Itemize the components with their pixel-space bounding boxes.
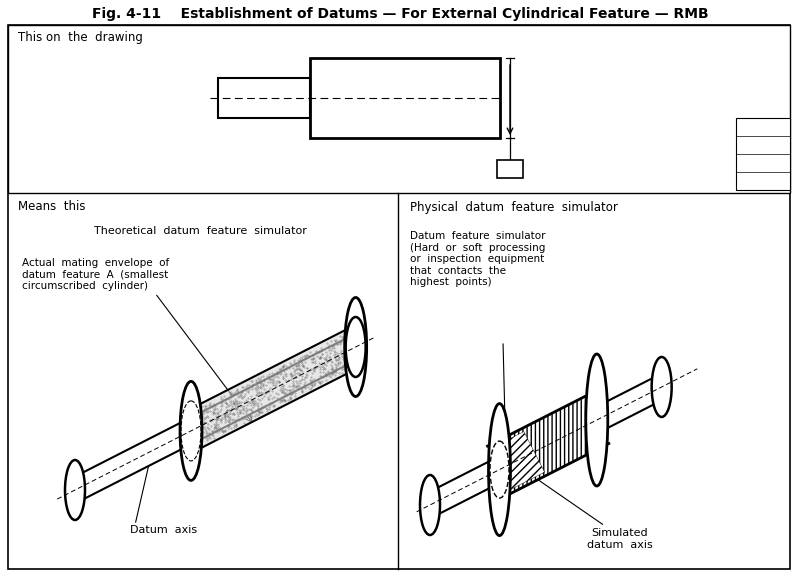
Text: 4.10.3: 4.10.3 bbox=[739, 140, 772, 150]
Ellipse shape bbox=[345, 297, 366, 396]
Bar bbox=[736, 118, 790, 190]
Ellipse shape bbox=[65, 460, 85, 520]
Text: 4.6: 4.6 bbox=[739, 158, 756, 168]
Bar bbox=[8, 25, 790, 193]
Polygon shape bbox=[70, 339, 357, 501]
Text: Theoretical  datum  feature  simulator: Theoretical datum feature simulator bbox=[94, 226, 306, 236]
Text: A: A bbox=[506, 162, 514, 176]
Ellipse shape bbox=[180, 381, 202, 480]
Text: Datum  feature  simulator
(Hard  or  soft  processing
or  inspection  equipment
: Datum feature simulator (Hard or soft pr… bbox=[410, 231, 546, 287]
Text: Means  this: Means this bbox=[18, 200, 86, 214]
Text: Datum  axis: Datum axis bbox=[130, 525, 197, 535]
Ellipse shape bbox=[652, 357, 672, 417]
Text: 4.5: 4.5 bbox=[739, 176, 756, 186]
Polygon shape bbox=[182, 329, 365, 449]
Text: Simulated
datum  axis: Simulated datum axis bbox=[587, 528, 653, 550]
Text: This on  the  drawing: This on the drawing bbox=[18, 32, 143, 44]
Text: Physical  datum  feature  simulator: Physical datum feature simulator bbox=[410, 200, 618, 214]
Ellipse shape bbox=[586, 354, 608, 486]
Ellipse shape bbox=[420, 475, 440, 535]
Polygon shape bbox=[487, 396, 609, 493]
Bar bbox=[218, 78, 310, 118]
Ellipse shape bbox=[346, 317, 366, 377]
Bar bbox=[497, 160, 523, 178]
Polygon shape bbox=[489, 431, 545, 490]
Text: Fig. 4-11    Establishment of Datums — For External Cylindrical Feature — RMB: Fig. 4-11 Establishment of Datums — For … bbox=[92, 7, 708, 21]
Polygon shape bbox=[425, 376, 667, 516]
Text: 4.11.4: 4.11.4 bbox=[739, 122, 772, 132]
Text: Actual  mating  envelope  of
datum  feature  A  (smallest
circumscribed  cylinde: Actual mating envelope of datum feature … bbox=[22, 258, 170, 291]
Ellipse shape bbox=[489, 404, 510, 536]
Bar bbox=[310, 58, 500, 138]
